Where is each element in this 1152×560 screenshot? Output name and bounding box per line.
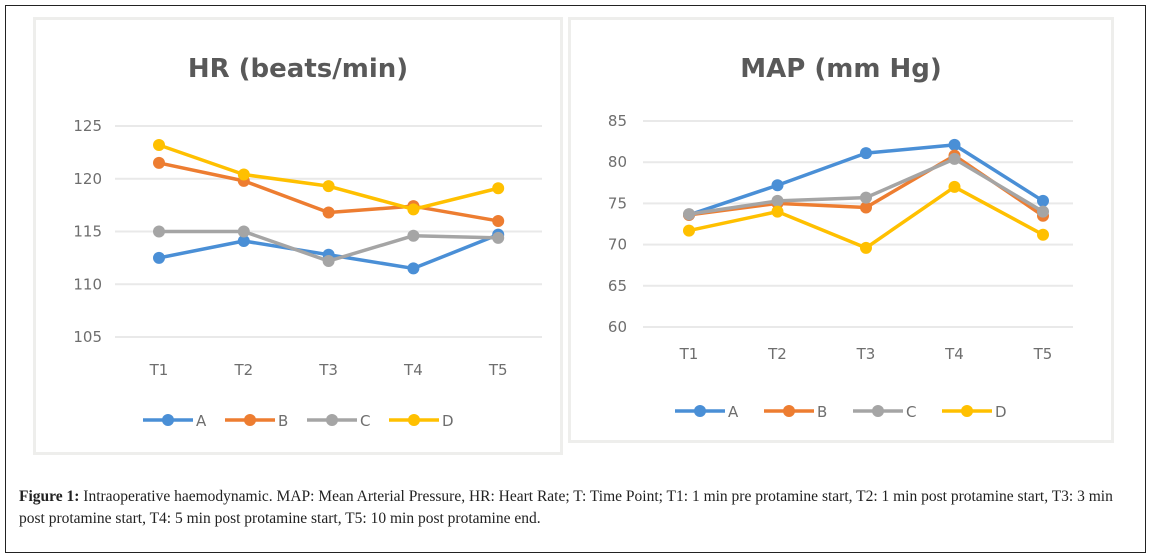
hr-series-b-point (153, 156, 165, 169)
hr-legend-d-marker (408, 414, 420, 426)
hr-x-tick-label: T1 (149, 361, 169, 379)
hr-x-tick-label: T3 (318, 361, 338, 379)
map-chart-plot: 60 65 70 75 80 85 T1 T2 T3 T4 T5 A B C D (608, 112, 1073, 421)
map-series-d-point (948, 180, 961, 193)
figure-caption: Figure 1: Intraoperative haemodynamic. M… (19, 486, 1134, 530)
hr-series-c-point (492, 231, 505, 244)
hr-x-tick-label: T5 (488, 361, 508, 379)
hr-series-c-point (153, 225, 165, 238)
map-y-tick-label: 75 (608, 194, 627, 212)
map-series-a-point (948, 138, 961, 151)
map-y-tick-label: 60 (608, 318, 627, 336)
map-series-c-point (683, 208, 695, 221)
hr-series-a-point (153, 251, 165, 264)
hr-chart-title: HR (beats/min) (187, 54, 409, 84)
hr-chart-plot: 105 110 115 120 125 T1 T2 T3 T4 T5 A B C D (73, 117, 542, 430)
map-series-c-point (860, 191, 872, 204)
map-legend-d-marker (961, 405, 973, 417)
map-y-tick-label: 85 (608, 112, 627, 130)
map-series-a-point (860, 147, 872, 160)
hr-legend-b-label: B (278, 412, 288, 430)
map-series-d-point (771, 205, 784, 218)
hr-y-tick-label: 115 (73, 223, 102, 241)
map-series-a-point (1037, 194, 1049, 207)
hr-x-tick-label: T4 (403, 361, 423, 379)
map-legend-a-label: A (728, 403, 739, 421)
map-chart-panel: MAP (mm Hg) 60 65 70 75 80 85 T1 T2 T3 T4 T5 A B C D (568, 17, 1114, 443)
map-x-tick-label: T4 (944, 345, 964, 363)
map-y-tick-label: 80 (608, 153, 627, 171)
map-series-b-point (860, 201, 872, 214)
hr-chart-panel: HR (beats/min) 105 110 115 120 125 T1 T2 T3 T4 T5… (33, 17, 563, 455)
hr-legend-a-marker (162, 414, 174, 426)
hr-series-a-point (237, 234, 250, 247)
hr-series-d-point (322, 180, 335, 193)
map-chart-title: MAP (mm Hg) (740, 54, 942, 84)
map-series-c-point (948, 152, 961, 165)
hr-legend-a-label: A (196, 412, 207, 430)
map-series-d-point (1037, 228, 1049, 241)
figure-caption-label: Figure 1: (19, 488, 80, 505)
map-series-d-point (683, 224, 695, 237)
hr-y-tick-label: 105 (73, 328, 102, 346)
map-legend-c-label: C (906, 403, 916, 421)
map-legend-a-marker (694, 405, 706, 417)
map-x-tick-label: T2 (767, 345, 787, 363)
hr-legend-b-marker (244, 414, 256, 426)
hr-y-tick-label: 110 (73, 275, 102, 293)
figure-caption-text: Intraoperative haemodynamic. MAP: Mean A… (19, 488, 1113, 527)
map-series-c-point (1037, 205, 1049, 218)
map-x-tick-label: T1 (679, 345, 699, 363)
hr-series-d-point (237, 168, 250, 181)
hr-y-tick-label: 120 (73, 170, 102, 188)
hr-legend-c-label: C (360, 412, 370, 430)
hr-series-c-point (237, 225, 250, 238)
hr-series-c-point (322, 255, 335, 268)
hr-y-tick-label: 125 (73, 117, 102, 135)
hr-series-d-point (492, 182, 505, 195)
map-y-tick-label: 65 (608, 277, 627, 295)
map-legend-b-marker (783, 405, 795, 417)
hr-series-d-point (153, 138, 165, 151)
map-series-d-point (860, 241, 872, 254)
hr-legend-c-marker (326, 414, 338, 426)
hr-legend-d-label: D (442, 412, 454, 430)
map-legend-b-label: B (817, 403, 827, 421)
hr-series-d-line (158, 143, 499, 212)
hr-series-d-point (407, 203, 420, 216)
hr-series-b-point (492, 214, 505, 227)
map-x-tick-label: T5 (1033, 345, 1053, 363)
hr-x-tick-label: T2 (233, 361, 253, 379)
map-x-tick-label: T3 (856, 345, 876, 363)
hr-series-a-point (407, 262, 420, 275)
map-series-c-point (771, 194, 784, 207)
map-legend-d-label: D (995, 403, 1007, 421)
map-legend-c-marker (872, 405, 884, 417)
hr-series-c-point (407, 229, 420, 242)
hr-series-b-point (322, 206, 335, 219)
map-y-tick-label: 70 (608, 236, 627, 254)
map-series-a-point (771, 179, 784, 192)
